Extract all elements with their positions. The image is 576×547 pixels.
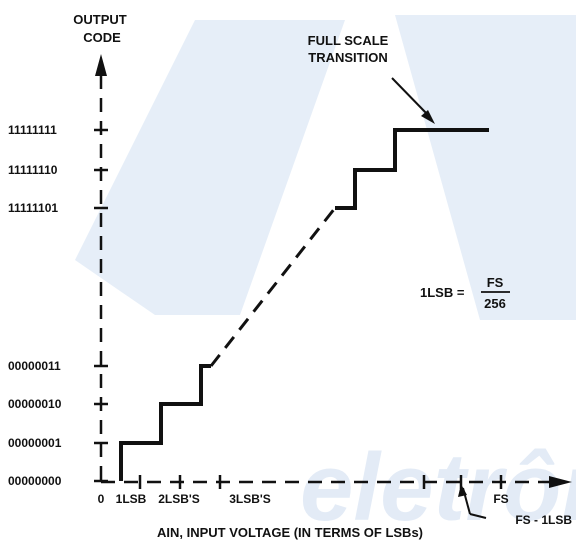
formula-lhs: 1LSB = <box>420 285 465 300</box>
full-scale-arrowhead <box>421 110 435 124</box>
y-tick-group: 00000000 00000001 00000010 00000011 1111… <box>8 123 108 488</box>
pointer-line <box>469 513 487 519</box>
x-tick-label: 3LSB'S <box>229 492 271 506</box>
x-tick-label: 2LSB'S <box>158 492 200 506</box>
x-tick-label: FS <box>493 492 508 506</box>
y-tick-label: 11111110 <box>8 163 58 177</box>
y-tick-label: 00000011 <box>8 359 61 373</box>
y-tick: 11111111 <box>8 123 108 137</box>
y-axis-title-line1: OUTPUT <box>73 12 127 27</box>
formula-numerator: FS <box>487 275 504 290</box>
lsb-formula: 1LSB = FS 256 <box>420 275 510 311</box>
watermark-band <box>75 20 345 315</box>
transfer-curve <box>119 128 489 481</box>
y-tick-label: 11111111 <box>8 123 57 137</box>
y-tick: 00000001 <box>8 436 108 450</box>
dashed-transition <box>209 207 337 367</box>
y-tick: 00000010 <box>8 397 108 411</box>
y-axis-title-line2: CODE <box>83 30 121 45</box>
y-tick: 11111101 <box>8 201 108 215</box>
x-tick-group: 0 1LSB 2LSB'S 3LSB'S FS FS - 1LSB <box>98 475 572 527</box>
y-tick-label: 00000010 <box>8 397 62 411</box>
x-tick-label: 0 <box>98 492 105 506</box>
full-scale-label-line1: FULL SCALE <box>308 33 389 48</box>
x-axis-arrow <box>549 476 572 488</box>
y-tick: 00000000 <box>8 474 108 488</box>
axes <box>95 54 572 488</box>
y-tick-label: 00000001 <box>8 436 62 450</box>
full-scale-arrow-line <box>391 77 429 116</box>
watermark: eletrônica <box>75 15 576 541</box>
step-segment-high <box>335 128 489 210</box>
formula-denominator: 256 <box>484 296 506 311</box>
x-axis-title: AIN, INPUT VOLTAGE (IN TERMS OF LSBs) <box>157 525 423 540</box>
step-segment-low <box>119 364 211 481</box>
y-axis-arrow <box>95 54 107 76</box>
full-scale-annotation: FULL SCALE TRANSITION <box>308 33 435 124</box>
watermark-band-right <box>395 15 576 320</box>
y-tick-label: 11111101 <box>8 201 58 215</box>
y-tick: 00000011 <box>8 359 108 373</box>
x-tick-label: 1LSB <box>116 492 147 506</box>
y-tick-label: 00000000 <box>8 474 62 488</box>
x-tick-label: FS - 1LSB <box>515 513 572 527</box>
pointer-arrowhead <box>458 484 467 497</box>
fs-minus-pointer <box>458 484 487 519</box>
watermark-text: eletrônica <box>300 434 576 541</box>
y-tick: 11111110 <box>8 163 108 177</box>
full-scale-label-line2: TRANSITION <box>308 50 387 65</box>
